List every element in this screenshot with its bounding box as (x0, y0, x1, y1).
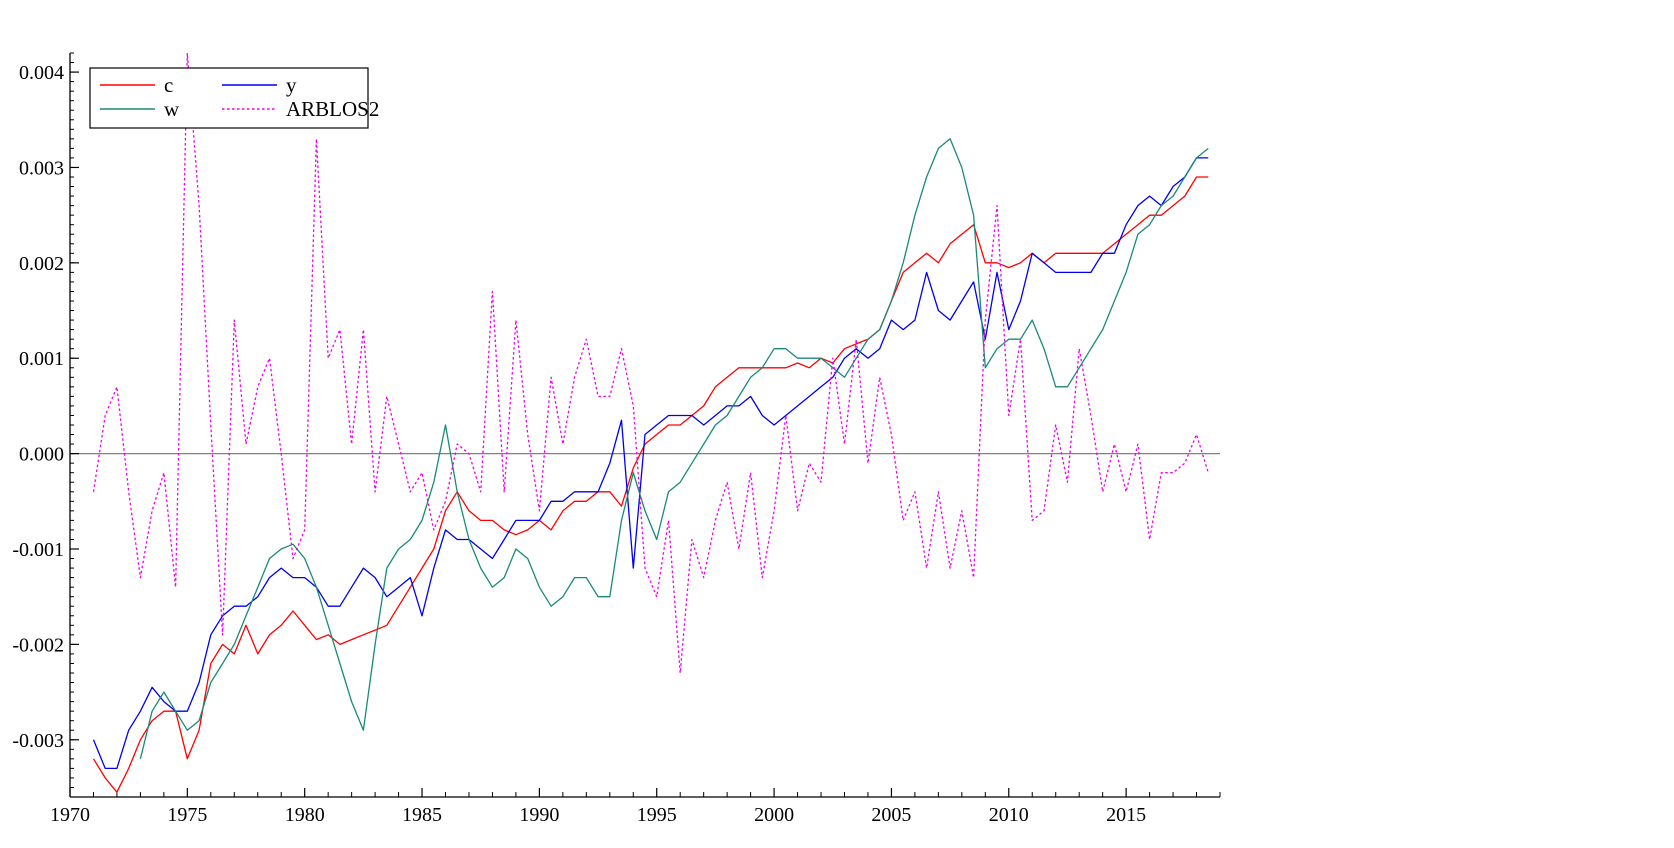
x-tick-label: 1980 (285, 804, 325, 826)
x-tick-label: 2000 (754, 804, 794, 826)
y-tick-label: 0.002 (19, 253, 64, 275)
x-tick-label: 1970 (50, 804, 90, 826)
y-tick-label: 0.000 (19, 444, 64, 466)
axes: -0.003 -0.002 -0.001 0.000 0.001 0.002 0.003 0.… (12, 52, 1221, 826)
y-tick-label: 0.001 (19, 348, 64, 370)
x-tick-label: 1990 (519, 804, 559, 826)
legend-label-y: y (286, 73, 297, 97)
y-tick-label: 0.004 (19, 62, 64, 84)
x-tick-label: 2010 (989, 804, 1029, 826)
y-tick-label: -0.002 (12, 634, 64, 656)
legend-label-c: c (164, 73, 173, 97)
legend: c y w ARBLOS2 (89, 67, 379, 129)
y-tick-label: -0.001 (12, 539, 64, 561)
legend-box (89, 67, 369, 129)
legend-label-w: w (164, 97, 180, 121)
series-line-arblos2 (92, 52, 1209, 674)
y-tick-label: -0.003 (12, 730, 64, 752)
x-tick-label: 1975 (167, 804, 207, 826)
x-tick-label: 2015 (1106, 804, 1146, 826)
series-line-y (92, 157, 1209, 770)
x-tick-label: 2005 (871, 804, 911, 826)
x-tick-label: 1985 (402, 804, 442, 826)
series-line-c (92, 176, 1209, 793)
legend-label-arblos2: ARBLOS2 (286, 97, 379, 121)
x-tick-label: 1995 (637, 804, 677, 826)
series-line-w (139, 138, 1209, 759)
series-group (92, 52, 1209, 793)
y-tick-label: 0.003 (19, 157, 64, 179)
